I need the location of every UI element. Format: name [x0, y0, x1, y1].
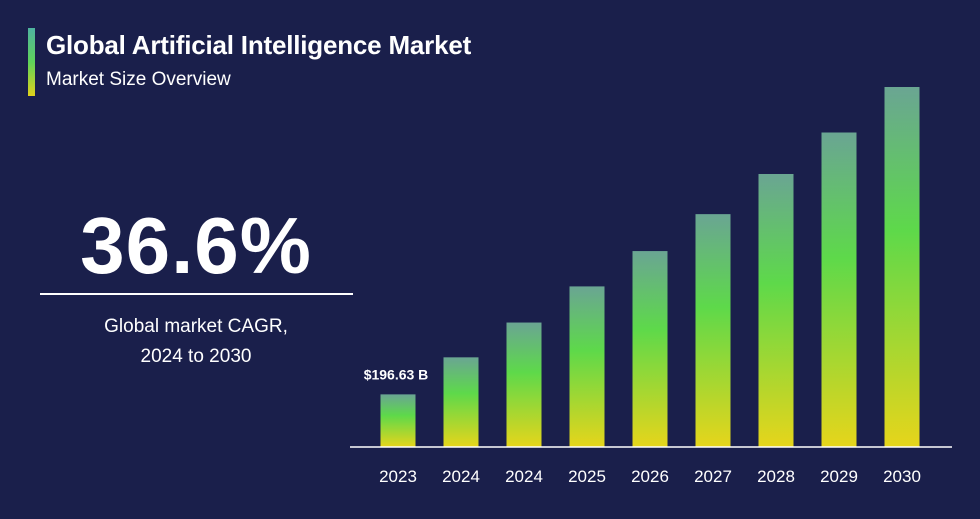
page-title: Global Artificial Intelligence Market — [46, 30, 472, 60]
bar-2025-3 — [569, 286, 605, 447]
cagr-caption-line2: 2024 to 2030 — [140, 346, 252, 367]
x-tick-label: 2025 — [568, 467, 606, 486]
x-tick-label: 2029 — [820, 467, 858, 486]
bar-2023-0 — [380, 394, 416, 447]
x-tick-label: 2024 — [505, 467, 543, 486]
data-label: $196.63 B — [364, 366, 429, 382]
cagr-caption: Global market CAGR, 2024 to 2030 — [40, 312, 352, 372]
bar-2024-1 — [443, 357, 479, 447]
bar-2026-4 — [632, 251, 668, 447]
x-tick-label: 2023 — [379, 467, 417, 486]
cagr-caption-line1: Global market CAGR, — [104, 316, 288, 337]
x-tick-label: 2024 — [442, 467, 480, 486]
x-tick-label: 2027 — [694, 467, 732, 486]
page-subtitle: Market Size Overview — [46, 69, 231, 90]
cagr-value: 36.6% — [80, 201, 312, 290]
bar-2030-8 — [884, 87, 920, 447]
bar-2029-7 — [821, 132, 857, 447]
x-tick-label: 2026 — [631, 467, 669, 486]
bar-2024-2 — [506, 322, 542, 447]
stat-divider — [40, 293, 353, 295]
bar-2028-6 — [758, 173, 794, 448]
title-accent-bar — [28, 28, 35, 96]
x-tick-label: 2028 — [757, 467, 795, 486]
x-tick-label: 2030 — [883, 467, 921, 486]
bar-2027-5 — [695, 214, 731, 447]
